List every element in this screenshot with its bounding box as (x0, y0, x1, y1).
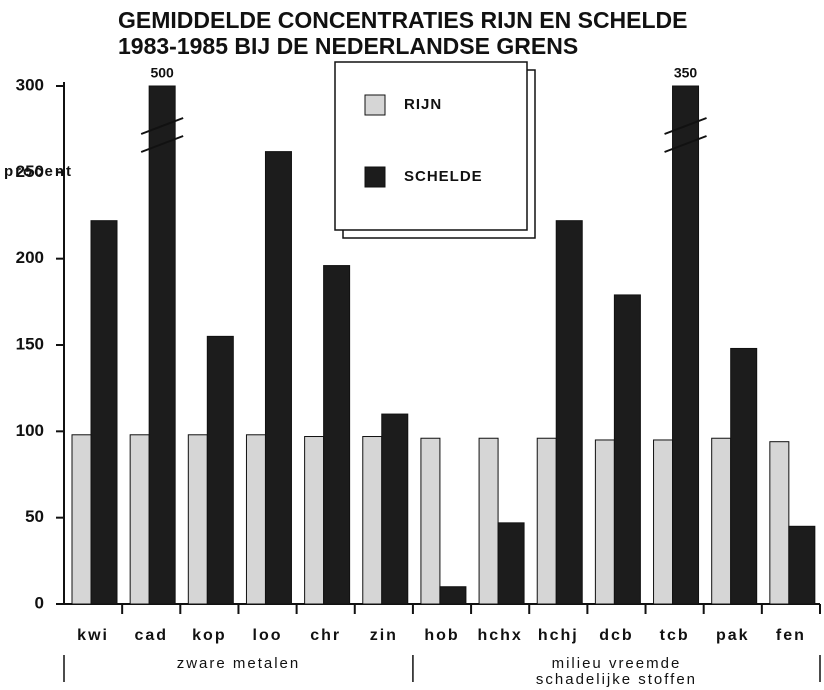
axis-break (140, 135, 184, 153)
x-tick-label: chr (310, 627, 341, 644)
x-tick-label: zin (370, 627, 398, 644)
x-tick-label: kwi (77, 627, 109, 644)
legend-swatch (364, 166, 386, 188)
bar (129, 434, 150, 605)
legend-label: SCHELDE (404, 168, 483, 185)
bar (323, 265, 351, 605)
legend-label: RIJN (404, 96, 442, 113)
y-tick-label: 250 (16, 162, 44, 181)
bar (653, 439, 674, 605)
bar (536, 437, 557, 605)
bar (381, 413, 409, 605)
x-tick-label: hchj (538, 627, 579, 644)
bar (264, 151, 292, 605)
y-tick-label: 0 (35, 593, 44, 612)
bar (711, 437, 732, 605)
bar (594, 439, 615, 605)
y-tick-label: 200 (16, 248, 44, 267)
bar (206, 335, 234, 605)
bar (769, 441, 790, 605)
x-tick-label: hchx (477, 627, 522, 644)
axis-break (664, 117, 707, 135)
bar (362, 436, 383, 605)
data-label: 350 (674, 65, 698, 81)
bar (613, 294, 641, 605)
x-tick-label: kop (192, 627, 226, 644)
x-tick-label: dcb (599, 627, 633, 644)
bar (478, 437, 499, 605)
bar (730, 347, 758, 605)
y-tick-label: 150 (16, 334, 44, 353)
bar (187, 434, 208, 605)
bar (555, 220, 583, 605)
bar (90, 220, 118, 605)
bar (788, 525, 816, 605)
y-tick-label: 100 (16, 421, 44, 440)
bar (439, 586, 467, 605)
group-label: milieu vreemde (552, 655, 682, 672)
group-label: zware metalen (177, 655, 301, 672)
data-label: 500 (150, 65, 174, 81)
y-axis-label: procent (4, 163, 73, 180)
bar (420, 437, 441, 605)
x-tick-label: cad (134, 627, 168, 644)
chart-title: 1983-1985 BIJ DE NEDERLANDSE GRENS (118, 33, 578, 59)
legend-swatch (364, 94, 386, 116)
x-tick-label: loo (253, 627, 283, 644)
bar (304, 436, 325, 605)
legend (334, 61, 528, 231)
bar (71, 434, 92, 605)
group-label: schadelijke stoffen (536, 671, 697, 688)
bar (672, 85, 700, 605)
x-tick-label: hob (424, 627, 459, 644)
chart-title: GEMIDDELDE CONCENTRATIES RIJN EN SCHELDE (118, 7, 688, 33)
x-tick-label: tcb (660, 627, 690, 644)
bar (148, 85, 176, 605)
bar (245, 434, 266, 605)
x-tick-label: pak (716, 627, 750, 644)
axis-break (140, 117, 184, 135)
axis-break (664, 135, 707, 153)
y-tick-label: 50 (25, 507, 44, 526)
x-tick-label: fen (776, 627, 806, 644)
y-tick-label: 300 (16, 75, 44, 94)
bar (497, 522, 525, 605)
